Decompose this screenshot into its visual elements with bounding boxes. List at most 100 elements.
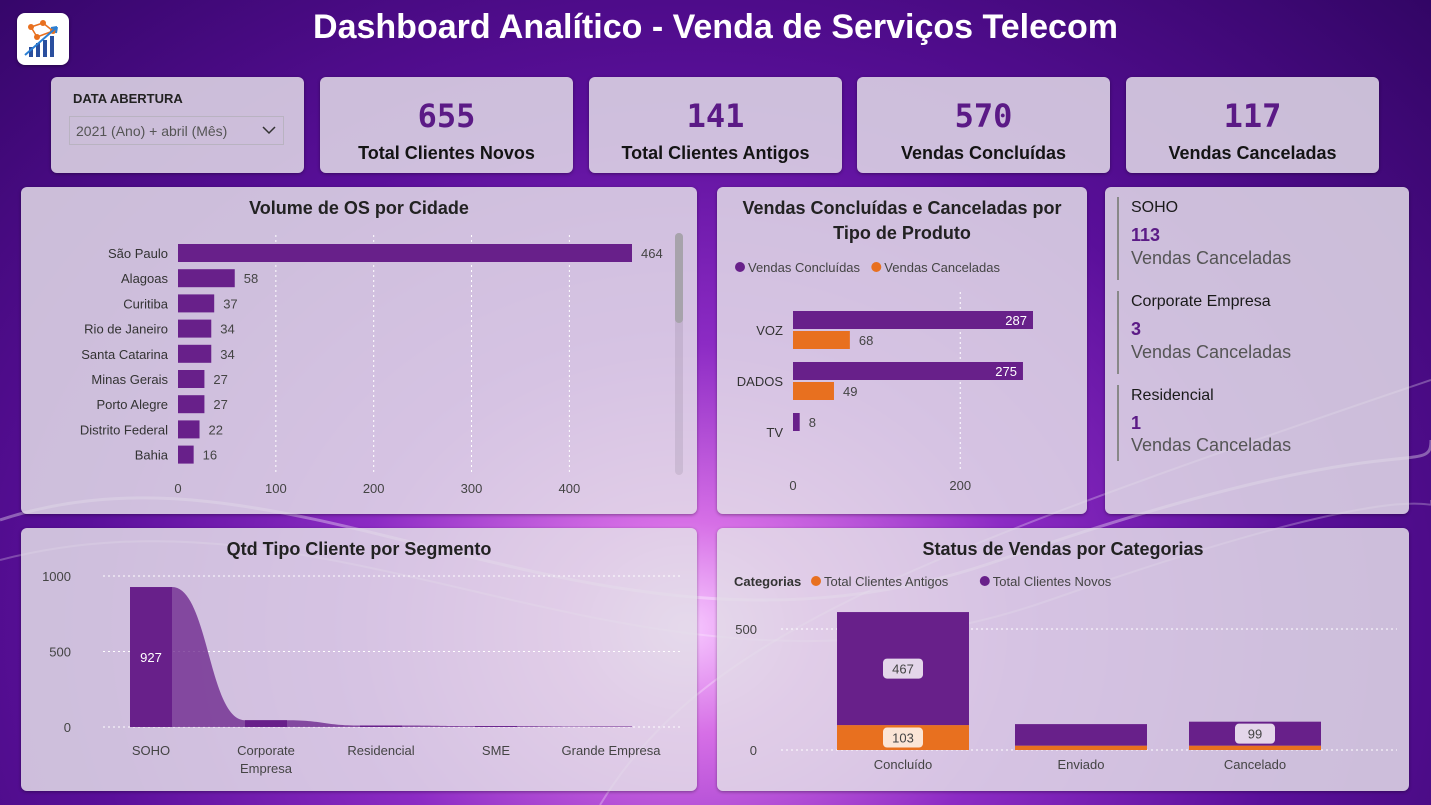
kpi-value: 141 xyxy=(686,97,745,135)
kpi-card-canceled-sales: 117 Vendas Canceladas xyxy=(1126,77,1379,173)
date-filter-dropdown[interactable]: 2021 (Ano) + abril (Mês) xyxy=(69,116,284,145)
segment-value: 3 xyxy=(1131,319,1142,339)
city-bar xyxy=(178,294,215,313)
x-tick-label: 100 xyxy=(265,481,287,496)
category-label: Enviado xyxy=(1058,757,1105,772)
canceled-bar xyxy=(793,331,850,349)
category-label: Alagoas xyxy=(121,271,168,286)
data-label: 27 xyxy=(213,372,227,387)
category-label: Residencial xyxy=(347,743,414,758)
data-label: 287 xyxy=(1005,313,1027,328)
legend-label: Total Clientes Novos xyxy=(993,574,1112,589)
segment-area-chart: 0 500 1000 927 SOHO Corporate Empresa Residenci… xyxy=(42,569,681,776)
page-title: Dashboard Analítico - Venda de Serviços … xyxy=(313,8,1118,46)
data-label: 49 xyxy=(843,384,857,399)
city-bar xyxy=(178,445,194,464)
product-chart-card: Vendas Concluídas e Canceladas por Tipo … xyxy=(717,187,1087,514)
data-label: 34 xyxy=(220,347,234,362)
kpi-card-old-clients: 141 Total Clientes Antigos xyxy=(589,77,842,173)
x-tick-label: 200 xyxy=(363,481,385,496)
chart-title: Volume de OS por Cidade xyxy=(249,198,469,218)
category-label: SOHO xyxy=(132,743,170,758)
category-label: Curitiba xyxy=(123,296,169,311)
category-label: TV xyxy=(766,425,783,440)
category-label: Corporate xyxy=(237,743,295,758)
category-label: SME xyxy=(482,743,511,758)
legend-label: Vendas Canceladas xyxy=(884,260,1000,275)
chart-scrollbar[interactable] xyxy=(675,233,683,475)
category-label: DADOS xyxy=(737,374,784,389)
date-filter-label: DATA ABERTURA xyxy=(73,91,183,106)
x-tick-label: 0 xyxy=(789,478,796,493)
city-bar xyxy=(178,344,212,363)
category-label: Distrito Federal xyxy=(80,422,168,437)
status-chart-card: Status de Vendas por Categorias Categori… xyxy=(717,528,1409,791)
data-label-bg xyxy=(883,658,923,679)
kpi-value: 117 xyxy=(1223,97,1282,135)
legend-label: Vendas Concluídas xyxy=(748,260,861,275)
segment-value: 113 xyxy=(1131,225,1161,245)
segment-bar xyxy=(245,720,287,727)
y-tick-label: 500 xyxy=(49,645,71,660)
kpi-card-completed-sales: 570 Vendas Concluídas xyxy=(857,77,1110,173)
segment-bar xyxy=(360,725,402,727)
old-clients-bar xyxy=(1015,745,1147,750)
y-tick-label: 0 xyxy=(750,743,757,758)
data-label: 34 xyxy=(220,322,234,337)
chart-title: Qtd Tipo Cliente por Segmento xyxy=(226,539,492,559)
data-label: 22 xyxy=(209,422,223,437)
chart-title-line-1: Vendas Concluídas e Canceladas por xyxy=(742,198,1062,218)
city-bar xyxy=(178,269,235,288)
category-label: Bahia xyxy=(135,448,169,463)
x-tick-label: 0 xyxy=(174,481,181,496)
segment-value: 1 xyxy=(1131,413,1142,433)
completed-bar xyxy=(793,362,1023,380)
category-label: Santa Catarina xyxy=(81,347,168,362)
data-label: 927 xyxy=(140,650,162,665)
segment-divider xyxy=(1117,385,1119,461)
category-label: Cancelado xyxy=(1224,757,1286,772)
segment-divider xyxy=(1117,291,1119,374)
product-bar-chart: Vendas Concluídas Vendas Canceladas 0 200 VO… xyxy=(735,260,1033,493)
city-bar xyxy=(178,370,205,388)
segment-cancel-card: SOHO 113 Vendas Canceladas Corporate Emp… xyxy=(1105,187,1409,514)
y-tick-label: 0 xyxy=(64,720,71,735)
data-label: 103 xyxy=(892,731,914,746)
category-label: Grande Empresa xyxy=(562,743,662,758)
segment-label: Vendas Canceladas xyxy=(1131,342,1292,362)
kpi-value: 655 xyxy=(417,97,476,135)
data-label: 99 xyxy=(1248,727,1262,742)
category-label: São Paulo xyxy=(108,246,168,261)
x-tick-label: 400 xyxy=(559,481,581,496)
new-clients-bar xyxy=(1015,724,1147,746)
scrollbar-thumb[interactable] xyxy=(675,233,683,323)
data-label: 8 xyxy=(809,415,816,430)
x-tick-label: 300 xyxy=(461,481,483,496)
data-label: 68 xyxy=(859,333,873,348)
old-clients-bar xyxy=(1189,745,1321,750)
x-tick-label: 200 xyxy=(949,478,971,493)
legend-dot xyxy=(735,262,745,272)
legend-label: Total Clientes Antigos xyxy=(824,574,949,589)
date-filter-card: DATA ABERTURA 2021 (Ano) + abril (Mês) xyxy=(51,77,304,173)
status-stacked-chart: Categorias Total Clientes Antigos Total Cl… xyxy=(734,574,1397,772)
y-tick-label: 500 xyxy=(735,622,757,637)
legend-dot xyxy=(871,262,882,272)
analytics-logo-icon xyxy=(17,13,69,65)
segment-bar xyxy=(130,587,172,727)
chevron-down-icon xyxy=(261,122,277,143)
city-chart-card: Volume de OS por Cidade 0 100 200 300 400 São… xyxy=(21,187,697,514)
kpi-label: Total Clientes Antigos xyxy=(621,143,810,163)
data-label-bg xyxy=(1235,723,1275,744)
segment-name: Residencial xyxy=(1131,387,1214,404)
kpi-value: 570 xyxy=(954,97,1013,135)
segment-name: Corporate Empresa xyxy=(1131,293,1271,310)
segment-label: Vendas Canceladas xyxy=(1131,248,1292,268)
legend-dot xyxy=(979,576,990,586)
city-bar xyxy=(178,319,212,338)
segment-label: Vendas Canceladas xyxy=(1131,435,1292,455)
completed-bar xyxy=(793,311,1033,329)
chart-title: Status de Vendas por Categorias xyxy=(922,539,1204,559)
segment-ribbon xyxy=(172,587,632,727)
data-label: 16 xyxy=(203,448,217,463)
